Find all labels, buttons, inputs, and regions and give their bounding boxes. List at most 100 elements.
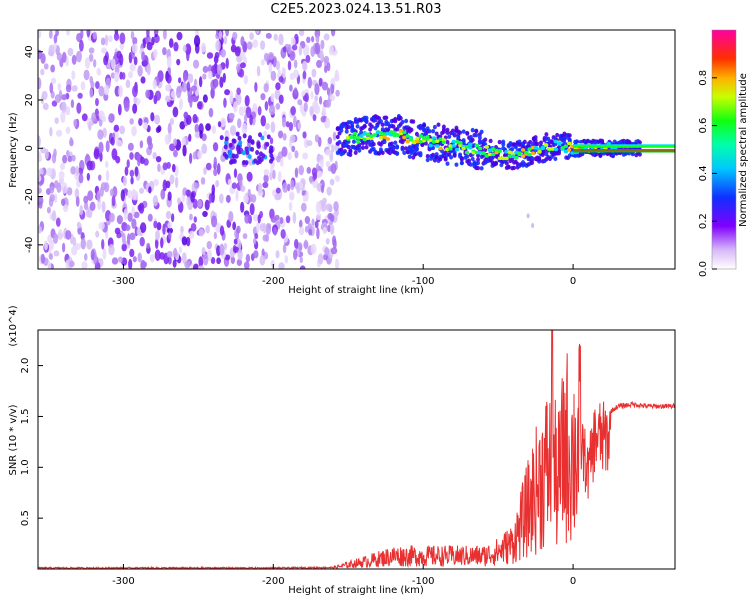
heatmap-cell — [256, 65, 261, 77]
heatmap-cell — [102, 247, 107, 260]
heatmap-cell — [477, 150, 483, 155]
heatmap-cell — [128, 71, 133, 79]
heatmap-cell — [182, 44, 187, 53]
heatmap-cell — [468, 146, 473, 150]
heatmap-cell — [391, 145, 396, 151]
heatmap-cell — [263, 173, 269, 183]
heatmap-cell — [125, 79, 131, 89]
heatmap-cell — [303, 239, 309, 250]
heatmap-cell — [55, 217, 61, 227]
heatmap-cell — [299, 265, 306, 269]
heatmap-cell — [129, 118, 134, 125]
heatmap-cell — [392, 130, 397, 135]
heatmap-cell — [162, 30, 167, 40]
heatmap-cell — [249, 32, 255, 40]
heatmap-cell — [445, 127, 450, 133]
heatmap-cell — [510, 154, 516, 159]
heatmap-cell — [62, 154, 68, 164]
heatmap-cell — [305, 54, 311, 63]
heatmap-cell — [452, 152, 457, 157]
heatmap-cell — [49, 82, 54, 94]
heatmap-cell — [132, 85, 138, 98]
heatmap-cell — [215, 180, 220, 188]
heatmap-cell — [71, 154, 76, 162]
heatmap-cell — [270, 121, 276, 133]
heatmap-cell — [317, 170, 323, 178]
heatmap-cell — [65, 84, 72, 93]
heatmap-cell — [312, 114, 317, 122]
heatmap-cell — [268, 104, 276, 116]
heatmap-cell — [282, 133, 287, 141]
heatmap-cell — [203, 167, 207, 175]
heatmap-cell — [176, 197, 181, 205]
heatmap-cell — [108, 244, 115, 256]
heatmap-cell — [330, 163, 337, 175]
heatmap-cell — [555, 132, 560, 138]
heatmap-cell — [188, 230, 195, 239]
heatmap-cell — [282, 243, 287, 254]
heatmap-cell — [533, 135, 538, 140]
heatmap-cell — [436, 122, 441, 127]
heatmap-cell — [290, 134, 296, 144]
heatmap-cell — [103, 55, 109, 66]
heatmap-cell — [236, 225, 241, 234]
heatmap-cell — [183, 111, 189, 119]
heatmap-cell — [129, 169, 135, 178]
heatmap-cell — [137, 155, 141, 167]
heatmap-cell — [254, 233, 259, 240]
heatmap-cell — [153, 220, 158, 229]
heatmap-cell — [273, 227, 278, 236]
heatmap-cell — [284, 255, 289, 264]
heatmap-cell — [166, 74, 172, 84]
heatmap-cell — [310, 46, 316, 57]
heatmap-cell — [320, 39, 325, 50]
heatmap-cell — [275, 82, 281, 91]
heatmap-cell — [477, 135, 482, 140]
heatmap-zero-band — [573, 144, 675, 147]
heatmap-cell — [292, 211, 297, 224]
heatmap-cell — [293, 87, 298, 96]
heatmap-cell — [400, 119, 405, 125]
heatmap-cell — [193, 35, 201, 48]
heatmap-cell — [470, 137, 475, 143]
heatmap-cell — [445, 161, 450, 166]
heatmap-cell — [180, 225, 184, 234]
heatmap-cell — [285, 121, 290, 128]
heatmap-cell — [499, 162, 504, 168]
heatmap-cell — [50, 185, 55, 194]
heatmap-cell — [208, 193, 213, 204]
top-y-tick-label: 40 — [24, 45, 35, 58]
heatmap-cell — [476, 165, 481, 171]
heatmap-cell — [263, 52, 270, 62]
heatmap-cell — [630, 151, 635, 157]
heatmap-cell — [299, 256, 303, 264]
heatmap-cell — [255, 30, 260, 35]
heatmap-cell — [307, 223, 312, 231]
heatmap-cell — [92, 31, 97, 40]
heatmap-cell — [245, 253, 251, 263]
heatmap-cell — [134, 166, 139, 177]
heatmap-cell — [258, 132, 263, 138]
heatmap-cell — [333, 201, 339, 212]
heatmap-cell — [60, 198, 66, 206]
heatmap-cell — [202, 253, 209, 266]
heatmap-cell — [189, 152, 193, 164]
heatmap-cell — [566, 141, 572, 146]
bottom-y-axis-label: SNR (10 * v/v) — [8, 404, 19, 475]
heatmap-cell — [531, 223, 535, 229]
heatmap-cell — [127, 212, 133, 222]
heatmap-cell — [93, 148, 100, 160]
heatmap-cell — [140, 261, 148, 268]
heatmap-cell — [268, 62, 273, 74]
heatmap-cell — [176, 31, 183, 41]
top-x-tick-label: -300 — [112, 276, 135, 287]
heatmap-cell — [131, 43, 138, 54]
heatmap-cell — [65, 30, 71, 36]
heatmap-cell — [378, 119, 383, 124]
heatmap-cell — [415, 139, 420, 144]
heatmap-cell — [391, 124, 396, 129]
heatmap-cell — [234, 46, 241, 57]
heatmap-cell — [146, 242, 151, 249]
heatmap-cell — [241, 159, 246, 165]
heatmap-cell — [398, 131, 404, 136]
